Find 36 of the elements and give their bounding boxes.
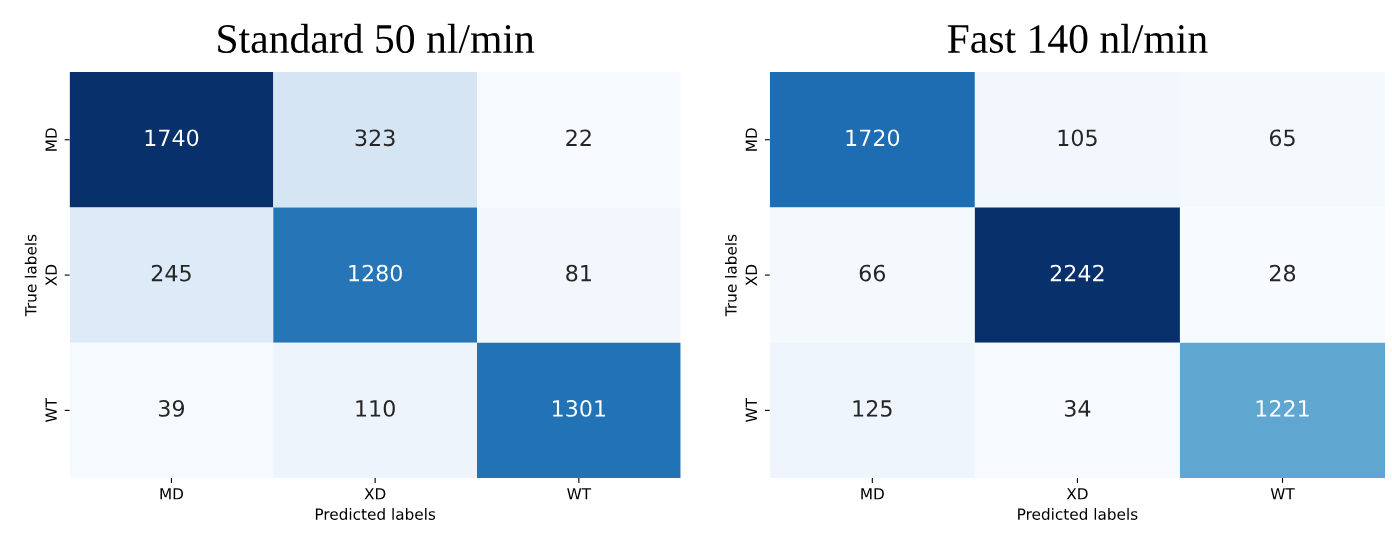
y-axis-title: True labels (24, 234, 37, 317)
x-tick-label: MD (861, 488, 884, 500)
data-label: 323 (355, 129, 395, 147)
chart-title: Fast 140 nl/min (947, 23, 1208, 54)
chart-title: Standard 50 nl/min (218, 23, 535, 54)
x-tick-label: XD (1066, 488, 1088, 500)
y-tick-label: WT (745, 398, 757, 423)
data-label: 125 (853, 400, 892, 417)
x-tick-label: XD (364, 488, 386, 500)
y-tick-label: WT (45, 398, 57, 423)
data-label: 245 (151, 264, 191, 282)
data-label: 1740 (145, 129, 199, 147)
y-tick-label: XD (745, 264, 757, 286)
x-tick-label: WT (1270, 488, 1295, 500)
data-label: 1221 (1256, 400, 1309, 417)
data-label: 1301 (553, 400, 606, 417)
data-label: 39 (159, 400, 185, 417)
y-axis-title: True labels (724, 234, 737, 317)
x-tick-label: WT (567, 488, 592, 500)
data-label: 28 (1269, 264, 1296, 282)
y-tick-label: MD (45, 128, 57, 151)
data-label: 1720 (846, 129, 900, 147)
y-tick-label: MD (745, 128, 757, 151)
x-tick-label: MD (160, 488, 184, 500)
data-label: 1280 (349, 264, 402, 282)
data-label: 105 (1058, 129, 1097, 147)
data-label: 2242 (1050, 264, 1104, 282)
data-label: 34 (1064, 400, 1091, 417)
data-label: 22 (566, 129, 591, 146)
data-label: 81 (566, 264, 591, 282)
y-tick-label: XD (45, 264, 57, 286)
x-axis-title: Predicted labels (315, 508, 436, 520)
data-label: 110 (356, 400, 395, 417)
x-axis-title: Predicted labels (1018, 508, 1138, 520)
data-label: 66 (859, 264, 886, 282)
data-label: 65 (1269, 129, 1295, 147)
